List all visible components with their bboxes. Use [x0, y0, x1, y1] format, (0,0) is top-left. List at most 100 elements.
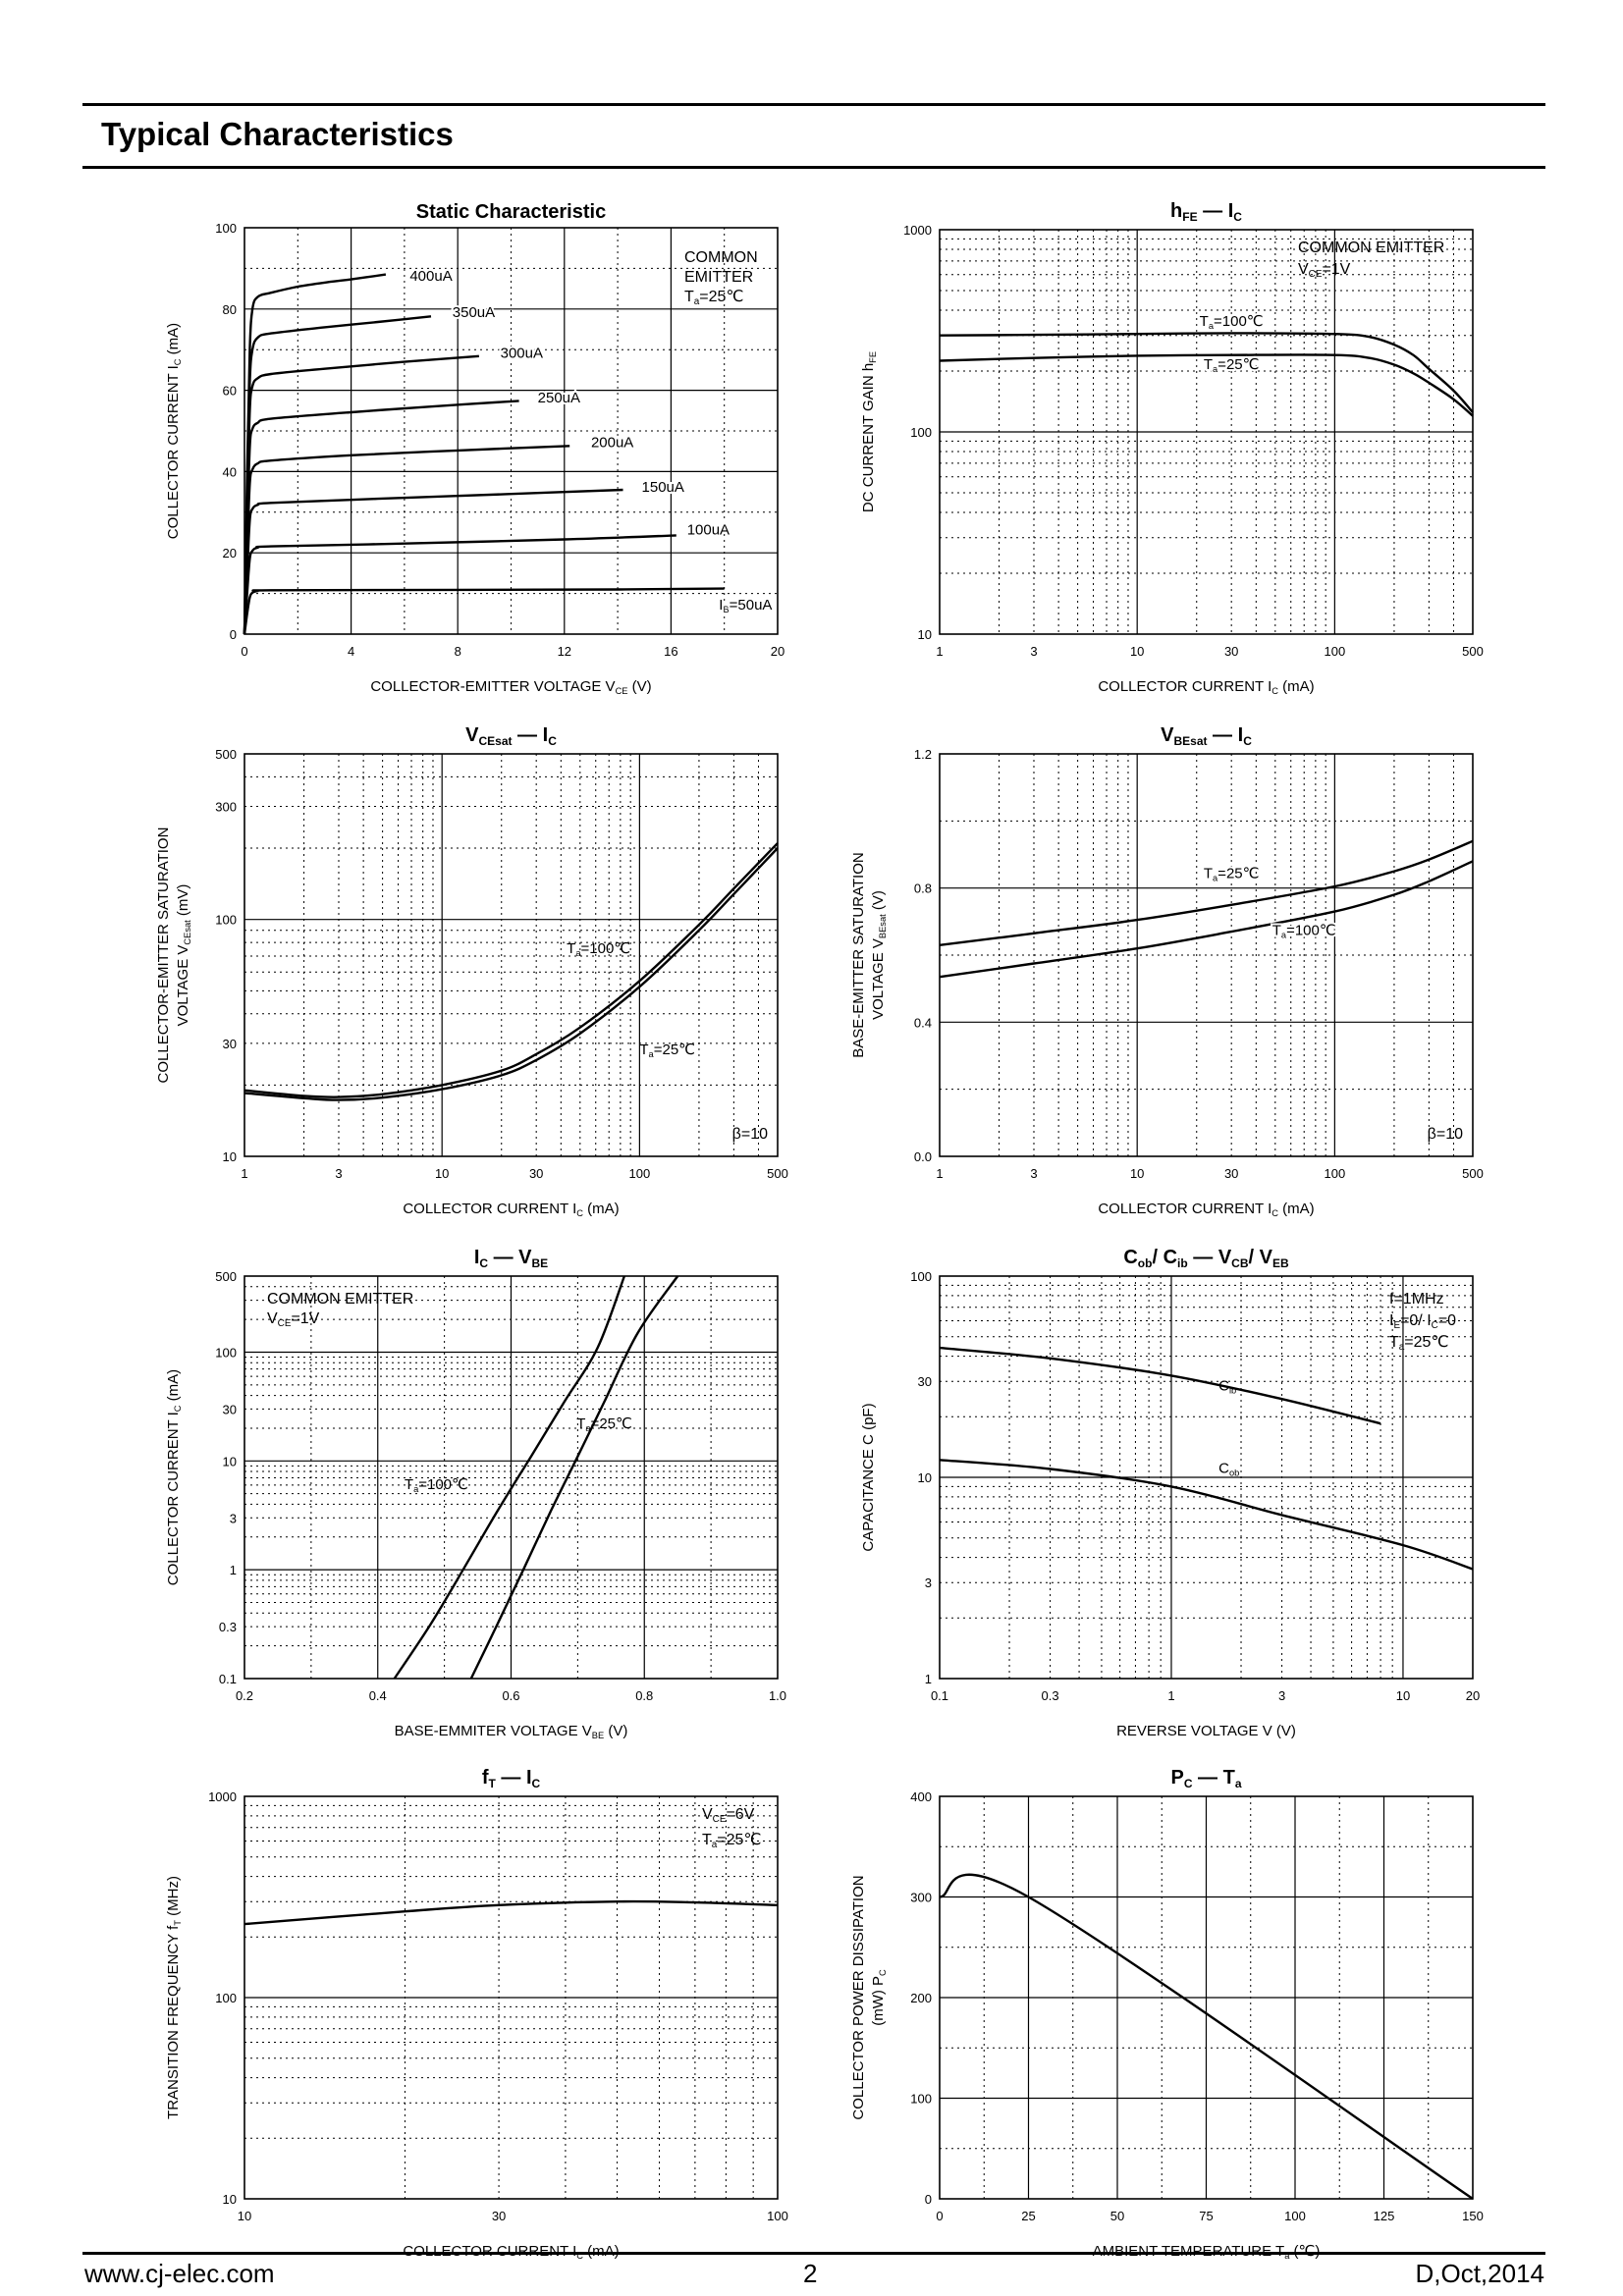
x-tick-label: 3 — [1278, 1688, 1285, 1703]
series-label: Ta=100℃ — [405, 1476, 468, 1494]
y-axis-label: CAPACITANCE C (pF) — [860, 1403, 877, 1551]
y-tick-label: 40 — [223, 464, 237, 479]
series-label: 200uA — [591, 435, 633, 452]
x-axis-label: REVERSE VOLTAGE V (V) — [1116, 1723, 1296, 1739]
condition-text: f=1MHz — [1389, 1291, 1444, 1308]
x-tick-label: 1 — [1167, 1688, 1174, 1703]
plot-frame — [243, 227, 779, 635]
grid — [940, 754, 1473, 1156]
grid — [244, 1276, 778, 1679]
series-label: Ta=100℃ — [1272, 923, 1336, 940]
plot-frame — [243, 753, 779, 1157]
y-tick-label: 30 — [223, 1402, 237, 1416]
x-tick-label: 10 — [1130, 1166, 1144, 1181]
condition-text: Ta=25℃ — [702, 1832, 761, 1850]
x-tick-label: 0 — [241, 644, 247, 659]
x-tick-label: 75 — [1199, 2209, 1213, 2223]
condition-text: COMMON EMITTER — [1298, 240, 1444, 256]
series-label: Ta=100℃ — [1200, 313, 1264, 331]
condition-text: Ta=25℃ — [1389, 1334, 1448, 1353]
y-tick-label: 100 — [215, 1991, 237, 2005]
series-line — [393, 1275, 626, 1680]
x-axis-label: BASE-EMMITER VOLTAGE VBE (V) — [395, 1723, 628, 1740]
x-tick-label: 10 — [1130, 644, 1144, 659]
series-line — [243, 587, 725, 635]
x-tick-label: 1 — [936, 644, 943, 659]
x-tick-label: 0.8 — [635, 1688, 653, 1703]
x-axis-label: COLLECTOR CURRENT IC (mA) — [403, 1201, 619, 1218]
y-axis-label-2: (mW) PC — [870, 1969, 888, 2026]
y-tick-label: 100 — [215, 221, 237, 236]
x-tick-label: 100 — [1284, 2209, 1306, 2223]
series-line — [939, 860, 1474, 979]
grid — [244, 1796, 778, 2199]
grid — [940, 230, 1473, 634]
plot-frame — [243, 1795, 779, 2200]
y-tick-label: 3 — [925, 1575, 932, 1590]
x-tick-label: 100 — [1325, 644, 1346, 659]
x-axis-label: COLLECTOR-EMITTER VOLTAGE VCE (V) — [370, 678, 651, 696]
x-tick-label: 0.2 — [236, 1688, 253, 1703]
y-axis-label: COLLECTOR CURRENT IC (mA) — [165, 323, 183, 539]
x-tick-label: 3 — [335, 1166, 342, 1181]
series-label: Ta=25℃ — [1204, 356, 1260, 374]
top-rule — [82, 103, 1545, 106]
x-tick-label: 1 — [241, 1166, 247, 1181]
x-tick-label: 500 — [1462, 1166, 1484, 1181]
y-tick-label: 20 — [223, 546, 237, 561]
page-heading: Typical Characteristics — [101, 116, 454, 152]
footer-page-number: 2 — [803, 2259, 818, 2288]
series-label: 250uA — [538, 390, 580, 406]
heading-rule — [82, 166, 1545, 169]
x-tick-label: 0.6 — [502, 1688, 519, 1703]
series-line — [243, 1899, 779, 1926]
x-tick-label: 12 — [558, 644, 571, 659]
plot-frame — [243, 1275, 779, 1680]
x-tick-label: 16 — [664, 644, 677, 659]
x-axis-label: AMBIENT TEMPERATURE Ta (℃) — [1093, 2243, 1321, 2261]
y-tick-label: 100 — [215, 1345, 237, 1360]
x-axis-label: COLLECTOR CURRENT IC (mA) — [1098, 678, 1314, 696]
series-label: 150uA — [642, 479, 684, 496]
x-tick-label: 10 — [435, 1166, 449, 1181]
condition-text: VCE=1V — [1298, 261, 1351, 280]
x-tick-label: 3 — [1030, 1166, 1037, 1181]
series-label: Ta=25℃ — [1204, 865, 1260, 882]
x-tick-label: 100 — [1325, 1166, 1346, 1181]
series-line — [243, 534, 676, 635]
condition-text: VCE=1V — [267, 1310, 320, 1329]
x-tick-label: 1.0 — [769, 1688, 786, 1703]
series-line — [939, 1346, 1381, 1425]
plot-frame — [939, 753, 1474, 1157]
y-tick-label: 1.2 — [914, 747, 932, 762]
y-axis-label: COLLECTOR CURRENT IC (mA) — [165, 1369, 183, 1585]
y-tick-label: 30 — [223, 1037, 237, 1051]
x-tick-label: 0.3 — [1042, 1688, 1059, 1703]
y-axis-label: COLLECTOR-EMITTER SATURATION — [155, 828, 172, 1084]
x-tick-label: 8 — [455, 644, 461, 659]
series-label: Cob — [1218, 1461, 1239, 1478]
y-tick-label: 0.4 — [914, 1015, 932, 1030]
y-tick-label: 1 — [925, 1672, 932, 1686]
y-tick-label: 0 — [230, 627, 237, 642]
grid — [244, 228, 778, 634]
series-line — [939, 1459, 1474, 1571]
series-line — [243, 488, 623, 635]
y-tick-label: 0.8 — [914, 881, 932, 896]
series-label: IB=50uA — [719, 597, 772, 614]
series-label: 350uA — [453, 304, 495, 321]
y-tick-label: 0.0 — [914, 1149, 932, 1164]
x-tick-label: 4 — [348, 644, 354, 659]
chart-title: fT — IC — [482, 1767, 541, 1790]
plot-frame — [939, 1275, 1474, 1680]
chart-title: IC — VBE — [474, 1247, 548, 1270]
series-label: 400uA — [409, 268, 452, 285]
chart-title: VBEsat — IC — [1161, 724, 1252, 748]
series-line — [939, 839, 1474, 946]
y-tick-label: 10 — [223, 2192, 237, 2207]
x-axis-label: COLLECTOR CURRENT IC (mA) — [1098, 1201, 1314, 1218]
y-tick-label: 300 — [215, 800, 237, 815]
